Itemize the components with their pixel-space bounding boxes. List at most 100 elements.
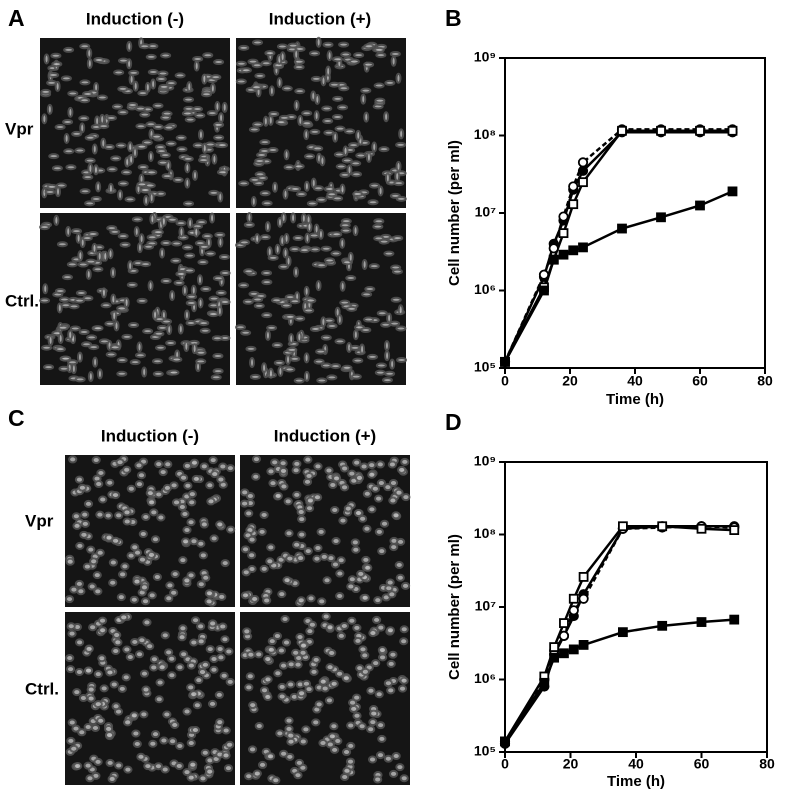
cell [293,163,305,170]
cell [337,104,349,111]
cell [143,243,155,250]
x-tick-label: 80 [759,756,775,772]
cell [57,324,69,331]
x-tick-label: 60 [692,373,708,389]
cell [91,456,101,465]
cell [282,247,289,259]
cell [217,236,224,248]
cell [298,247,310,254]
cell [254,722,264,731]
cell [134,105,146,112]
cell [194,676,204,685]
cell [162,710,172,719]
cell [196,219,208,226]
cell [261,362,268,374]
cell [247,551,257,560]
cell [54,346,66,353]
cell [117,189,124,201]
cell [323,129,335,136]
cell [53,214,60,226]
cell [346,164,353,176]
micrograph [65,612,235,785]
cell [268,110,280,117]
cell [152,229,164,236]
cell [136,242,143,254]
cell [141,366,148,378]
cell [140,597,151,606]
cell [175,134,187,141]
cell [191,343,198,355]
row-header: Ctrl. [5,291,39,310]
cell [332,95,344,102]
cell [142,618,152,627]
cell [293,266,300,278]
cell [177,502,187,511]
cell [214,690,224,699]
cell [111,310,118,322]
cell [83,499,94,508]
cell [216,305,223,317]
cell [88,344,100,351]
cell [287,42,299,49]
cell [179,650,189,659]
cell [113,320,120,332]
cell [331,474,342,483]
cell [62,118,74,125]
cell [278,114,290,121]
cell [87,230,99,237]
micrograph [240,612,410,785]
cell [360,593,370,602]
cell [221,751,231,760]
cell [170,721,180,730]
cell [66,622,76,631]
cell [221,101,228,113]
cell [46,183,58,190]
cell [196,580,206,589]
cell [165,581,175,590]
cell [131,216,143,223]
cell [139,43,151,50]
cell [364,286,376,293]
cell [355,152,367,159]
cell [205,645,215,654]
cell [239,499,250,508]
cell [76,351,83,363]
cell [361,258,368,270]
cell [341,748,352,757]
cell [198,320,210,327]
cell [201,573,211,582]
cell [247,745,258,754]
marker [568,199,579,210]
column-header: Induction (-) [101,426,199,445]
cell [296,596,306,605]
cell [392,235,404,242]
cell [48,72,60,79]
cell [164,594,174,603]
cell [398,128,405,140]
cell [360,93,367,105]
cell [399,676,409,685]
marker [568,644,579,655]
cell [82,562,92,571]
cell [78,115,90,122]
cell [184,116,196,123]
cell [106,166,118,173]
cell [192,106,204,113]
cell [251,62,263,69]
cell [71,130,83,137]
cell [289,298,301,305]
cell [181,537,191,546]
cell [152,102,164,109]
cell [51,61,63,68]
marker [578,640,589,650]
series-line [503,128,733,363]
y-tick-label: 10⁹ [474,453,496,469]
cell [320,245,332,252]
cell [92,266,104,273]
cell [257,760,268,769]
cell [312,185,324,192]
cell [189,458,200,467]
cell [60,355,72,362]
cell [263,675,273,684]
cell [244,509,254,518]
